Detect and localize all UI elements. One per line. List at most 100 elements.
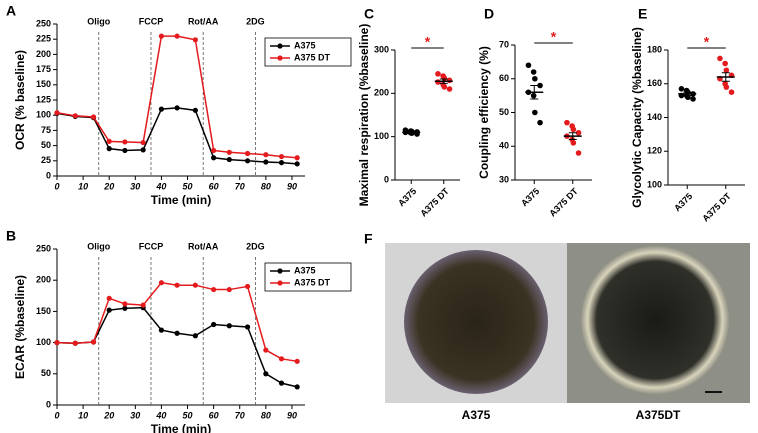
y-tick-label: 60 — [499, 73, 509, 83]
legend-label: A375 DT — [294, 277, 331, 287]
error-bar — [439, 78, 448, 84]
data-point — [174, 330, 180, 336]
data-point — [226, 149, 232, 155]
data-point — [278, 380, 285, 386]
y-tick-label: 140 — [647, 112, 662, 122]
data-point — [530, 69, 537, 75]
phase-label: FCCP — [139, 16, 164, 26]
y-tick-label: 150 — [36, 79, 51, 89]
data-point — [90, 339, 97, 345]
y-tick-label: 50 — [41, 140, 51, 150]
data-point — [106, 138, 112, 144]
panel-letter: C — [364, 6, 374, 22]
data-point — [278, 153, 285, 160]
y-tick-label: 160 — [647, 78, 662, 88]
data-point — [140, 147, 146, 153]
y-tick-label: 30 — [499, 174, 509, 184]
data-point — [532, 75, 538, 82]
y-axis-label: Coupling efficiency (%) — [477, 46, 491, 179]
y-tick-label: 100 — [374, 131, 389, 141]
x-tick-label: A375 DT — [547, 186, 580, 219]
data-point — [678, 86, 685, 92]
y-tick-label: 250 — [36, 243, 51, 253]
legend-marker — [277, 43, 283, 49]
x-tick-label: 60 — [209, 410, 219, 420]
data-point — [263, 371, 269, 377]
spheroid — [580, 245, 730, 395]
legend-label: A375 — [294, 265, 316, 275]
y-tick-label: 70 — [499, 39, 509, 49]
phase-label: 2DG — [246, 241, 265, 251]
x-tick-label: 10 — [78, 410, 88, 420]
data-point — [72, 340, 78, 346]
data-point — [226, 286, 232, 293]
data-point — [174, 282, 180, 288]
data-point — [192, 107, 198, 113]
data-point — [192, 37, 198, 43]
data-point — [244, 158, 251, 164]
phase-label: Oligo — [87, 16, 110, 26]
data-point — [140, 302, 146, 308]
y-tick-label: 175 — [36, 64, 51, 74]
y-axis-label: Maximal respiration (%baseline) — [357, 24, 371, 207]
panel-letter: F — [364, 231, 373, 247]
x-tick-label: A375 — [519, 186, 541, 208]
y-tick-label: 150 — [36, 306, 51, 316]
data-point — [122, 139, 128, 145]
panel-letter: D — [484, 6, 494, 22]
x-tick-label: 40 — [155, 181, 166, 191]
phase-label: Rot/AA — [188, 16, 219, 26]
error-bar — [407, 130, 416, 134]
legend-box — [264, 37, 352, 67]
data-point — [294, 155, 300, 161]
x-tick-label: 90 — [287, 410, 297, 420]
legend-label: A375 DT — [294, 52, 331, 62]
y-tick-label: 180 — [647, 44, 662, 54]
legend-marker — [277, 55, 283, 61]
data-point — [174, 105, 180, 111]
x-tick-label: 60 — [209, 181, 219, 191]
y-axis-label: ECAR (%baseline) — [13, 275, 27, 379]
x-tick-label: 0 — [54, 410, 59, 420]
x-tick-label: A375 — [396, 186, 418, 208]
data-point — [441, 75, 448, 81]
data-point — [294, 161, 300, 167]
y-tick-label: 120 — [647, 146, 662, 156]
error-bar — [721, 72, 730, 82]
x-tick-label: A375 DT — [418, 186, 451, 219]
data-point — [192, 282, 198, 288]
y-tick-label: 0 — [384, 174, 389, 184]
y-tick-label: 200 — [36, 49, 51, 59]
data-point — [106, 146, 112, 152]
image-label: A375DT — [636, 408, 681, 422]
data-point — [278, 356, 285, 362]
phase-label: Oligo — [87, 241, 110, 251]
phase-label: FCCP — [139, 241, 164, 251]
y-tick-label: 0 — [46, 170, 51, 180]
data-point — [54, 340, 60, 346]
x-tick-label: 30 — [130, 410, 140, 420]
data-point — [174, 33, 180, 39]
x-tick-label: 20 — [103, 181, 114, 191]
data-point — [122, 147, 128, 154]
x-tick-label: 40 — [155, 410, 166, 420]
data-point — [723, 84, 730, 90]
data-point — [90, 114, 97, 120]
data-point — [211, 147, 217, 154]
data-point — [717, 55, 723, 62]
y-tick-label: 100 — [647, 179, 662, 189]
error-bar — [530, 85, 539, 100]
data-point — [435, 79, 441, 85]
data-point — [537, 119, 543, 126]
data-point — [106, 307, 112, 313]
y-tick-label: 200 — [374, 88, 389, 98]
series-line — [56, 306, 298, 388]
legend-marker — [277, 280, 283, 286]
data-point — [294, 384, 300, 390]
data-point — [435, 71, 441, 77]
x-tick-label: A375 DT — [700, 191, 733, 224]
data-point — [106, 295, 112, 301]
phase-label: 2DG — [246, 16, 265, 26]
significance-label: * — [425, 34, 431, 50]
